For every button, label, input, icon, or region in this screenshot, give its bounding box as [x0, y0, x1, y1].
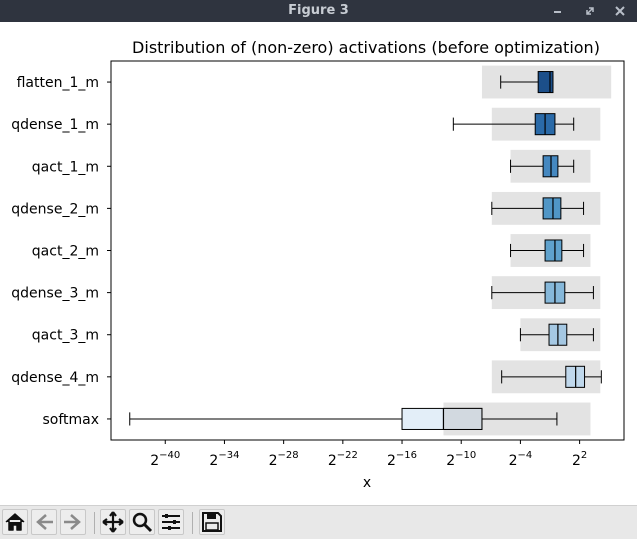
y-tick-label: qdense_2_m: [11, 201, 99, 217]
x-axis: 2−40 2−34 2−28 2−22 2−16 2−10 2−4 22: [150, 440, 587, 469]
box-flatten_1_m: [537, 71, 554, 94]
arrow-right-icon: [64, 514, 81, 530]
close-icon: [615, 6, 625, 16]
x-axis-label: x: [363, 475, 371, 491]
y-tick-label: qact_1_m: [32, 159, 99, 175]
box-qdense_2_m: [542, 197, 562, 220]
close-button[interactable]: [610, 1, 630, 21]
sliders-icon: [162, 514, 180, 530]
maximize-button[interactable]: [580, 1, 600, 21]
x-tick-label: 2−34: [209, 450, 239, 469]
toolbar-separator: [192, 512, 193, 534]
home-icon: [5, 513, 25, 531]
x-tick-label: 22: [572, 450, 587, 469]
x-tick-label: 2−28: [269, 450, 299, 469]
x-tick-label: 2−4: [509, 450, 533, 469]
box-overlap-segment: [442, 407, 483, 430]
x-tick-label: 2−16: [387, 450, 417, 469]
pan-button[interactable]: [100, 509, 126, 535]
x-tick-label: 2−40: [150, 450, 180, 469]
subplots-button[interactable]: [158, 509, 184, 535]
minimize-button[interactable]: [548, 1, 568, 21]
y-tick-label: flatten_1_m: [17, 75, 99, 91]
y-tick-label: qdense_3_m: [11, 286, 99, 302]
magnifier-icon: [132, 512, 153, 533]
y-tick-label: softmax: [42, 412, 99, 428]
x-tick-label: 2−22: [328, 450, 358, 469]
figure-canvas[interactable]: Distribution of (non-zero) activations (…: [0, 22, 637, 505]
y-axis: flatten_1_m qdense_1_m qact_1_m qdense_2_mq…: [11, 75, 111, 428]
box-qact_2_m: [544, 239, 563, 262]
chart-title: Distribution of (non-zero) activations (…: [132, 38, 600, 57]
save-button[interactable]: [199, 509, 225, 535]
minimize-icon: [554, 11, 561, 13]
y-tick-label: qdense_4_m: [11, 370, 99, 386]
navigation-toolbar: [0, 505, 637, 539]
maximize-icon: [586, 7, 594, 15]
arrow-left-icon: [36, 514, 53, 530]
zoom-button[interactable]: [129, 509, 155, 535]
forward-button[interactable]: [60, 509, 86, 535]
boxplot-chart: Distribution of (non-zero) activations (…: [11, 38, 625, 491]
window-title: Figure 3: [288, 3, 349, 18]
back-button[interactable]: [31, 509, 57, 535]
floppy-disk-icon: [202, 512, 222, 532]
box-series: [129, 71, 602, 430]
y-tick-label: qact_3_m: [32, 328, 99, 344]
y-tick-label: qact_2_m: [32, 244, 99, 260]
toolbar-separator: [94, 512, 95, 534]
window-titlebar: Figure 3: [0, 0, 637, 22]
x-tick-label: 2−10: [446, 450, 476, 469]
home-button[interactable]: [2, 509, 28, 535]
move-icon: [102, 511, 124, 533]
y-tick-label: qdense_1_m: [11, 117, 99, 133]
